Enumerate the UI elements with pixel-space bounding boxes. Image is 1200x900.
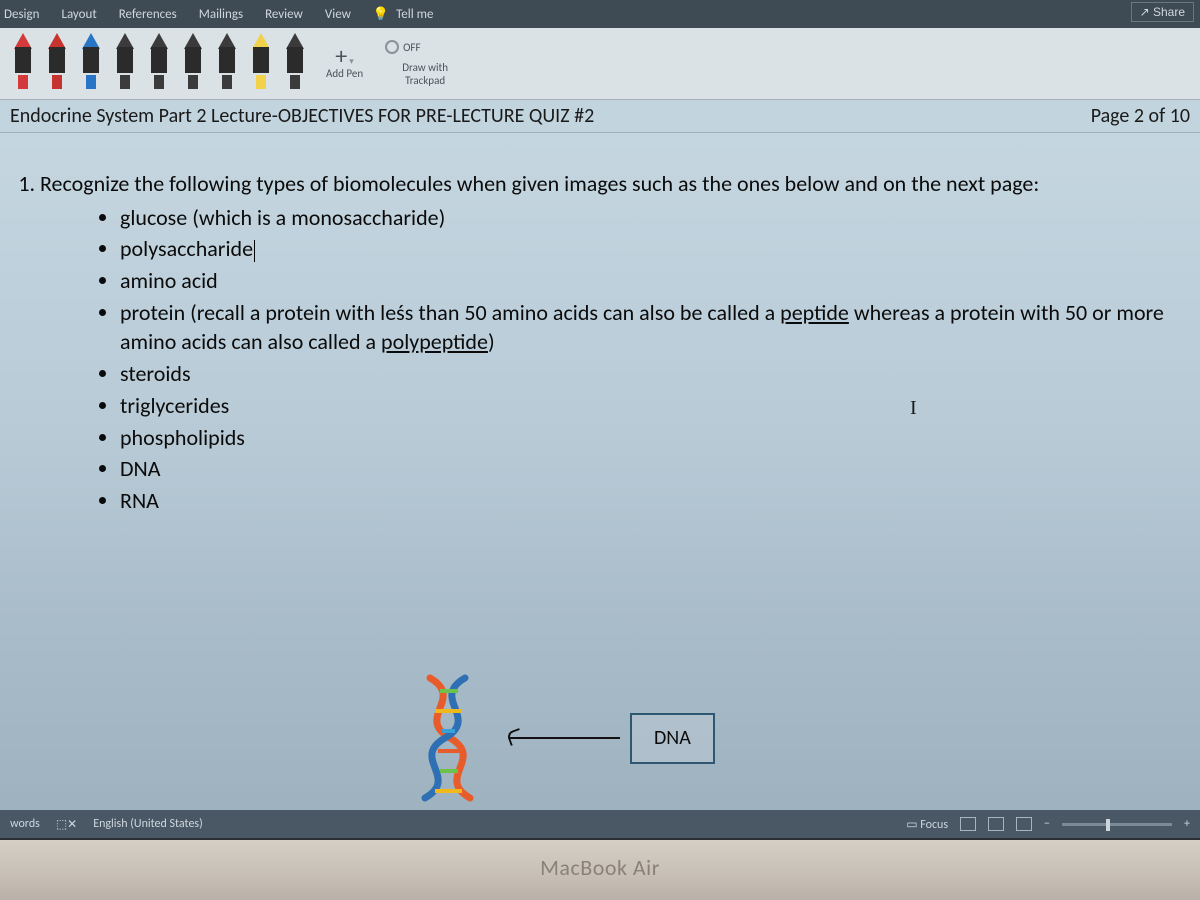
view-web-icon[interactable] [988, 817, 1004, 831]
tab-review[interactable]: Review [265, 7, 303, 22]
bullet-polysaccharide: polysaccharide [120, 234, 1182, 264]
dna-label-box[interactable]: DNA [630, 713, 715, 764]
page-indicator: Page 2 of 10 [1091, 104, 1190, 128]
protein-text-c: ) [488, 328, 495, 355]
bullet-rna: RNA [120, 486, 1182, 516]
objective-1-text: Recognize the following types of biomole… [40, 170, 1039, 197]
tell-me-label: Tell me [396, 7, 433, 22]
bulb-icon: 💡 [373, 7, 389, 22]
share-label: Share [1153, 5, 1185, 19]
peptide-underlined: peptide [780, 299, 849, 326]
word-count[interactable]: words [10, 817, 40, 831]
tell-me[interactable]: 💡 Tell me [373, 7, 434, 22]
macbook-label: MacBook Air [540, 854, 660, 881]
ribbon-tabs: Design Layout References Mailings Review… [0, 0, 1200, 28]
editing-caret [254, 240, 255, 262]
tab-references[interactable]: References [119, 7, 177, 22]
dna-annotation: DNA [410, 673, 715, 803]
share-button[interactable]: ↗ Share [1131, 2, 1194, 22]
objective-1: Recognize the following types of biomole… [40, 169, 1182, 516]
language-indicator[interactable]: English (United States) [93, 817, 203, 831]
add-pen-button[interactable]: + ▾ Add Pen [326, 47, 363, 80]
pen-tool-8[interactable] [278, 33, 312, 95]
chevron-down-icon: ▾ [347, 56, 354, 67]
tab-layout[interactable]: Layout [61, 7, 96, 22]
focus-label: Focus [920, 818, 948, 832]
add-pen-label: Add Pen [326, 67, 363, 80]
bullet-steroids: steroids [120, 359, 1182, 389]
bullet-amino-acid: amino acid [120, 266, 1182, 296]
draw-off-label: OFF [403, 41, 420, 54]
pen-tool-3[interactable] [108, 33, 142, 95]
draw-toolbar: + ▾ Add Pen OFF Draw with Trackpad [0, 28, 1200, 100]
bullet-polysaccharide-text: polysaccharide [120, 235, 253, 262]
draw-off-toggle[interactable]: OFF [385, 40, 465, 54]
zoom-thumb[interactable] [1106, 819, 1110, 831]
bullet-phospholipids: phospholipids [120, 423, 1182, 453]
pen-tool-4[interactable] [142, 33, 176, 95]
tab-mailings[interactable]: Mailings [199, 7, 243, 22]
toggle-ring-icon [385, 40, 399, 54]
biomolecule-bullets: glucose (which is a monosaccharide) poly… [40, 203, 1182, 516]
pen-gallery [6, 33, 312, 95]
dna-helix-icon [410, 673, 500, 803]
protein-text-a: protein (recall a protein with leśs than… [120, 299, 780, 326]
zoom-out-button[interactable]: − [1044, 817, 1050, 831]
pen-tool-6[interactable] [210, 33, 244, 95]
pen-tool-2[interactable] [74, 33, 108, 95]
bullet-glucose: glucose (which is a monosaccharide) [120, 203, 1182, 233]
macbook-bezel: MacBook Air [0, 838, 1200, 900]
pen-tool-1[interactable] [40, 33, 74, 95]
pen-tool-0[interactable] [6, 33, 40, 95]
view-print-icon[interactable] [960, 817, 976, 831]
focus-mode-button[interactable]: ▭ Focus [906, 817, 948, 832]
pen-tool-7[interactable] [244, 33, 278, 95]
bullet-protein: protein (recall a protein with leśs than… [120, 298, 1182, 357]
spellcheck-icon[interactable]: ⬚✕ [56, 817, 77, 832]
tab-design[interactable]: Design [4, 7, 39, 22]
doc-title: Endocrine System Part 2 Lecture-OBJECTIV… [10, 104, 594, 128]
tab-view[interactable]: View [325, 7, 351, 22]
view-outline-icon[interactable] [1016, 817, 1032, 831]
document-area[interactable]: I Recognize the following types of biomo… [0, 133, 1200, 810]
annotation-arrow [510, 737, 620, 739]
trackpad-group: OFF Draw with Trackpad [385, 40, 465, 86]
bullet-dna: DNA [120, 454, 1182, 484]
doc-title-bar: Endocrine System Part 2 Lecture-OBJECTIV… [0, 100, 1200, 133]
zoom-in-button[interactable]: + [1184, 817, 1190, 831]
text-cursor-ibeam: I [910, 395, 917, 422]
draw-trackpad-label: Draw with Trackpad [385, 62, 465, 86]
pen-tool-5[interactable] [176, 33, 210, 95]
bullet-triglycerides: triglycerides [120, 391, 1182, 421]
polypeptide-underlined: polypeptide [381, 328, 488, 355]
objective-list: Recognize the following types of biomole… [12, 169, 1182, 516]
zoom-slider[interactable] [1062, 823, 1172, 826]
status-bar: words ⬚✕ English (United States) ▭ Focus… [0, 810, 1200, 838]
share-icon: ↗ [1140, 5, 1150, 19]
